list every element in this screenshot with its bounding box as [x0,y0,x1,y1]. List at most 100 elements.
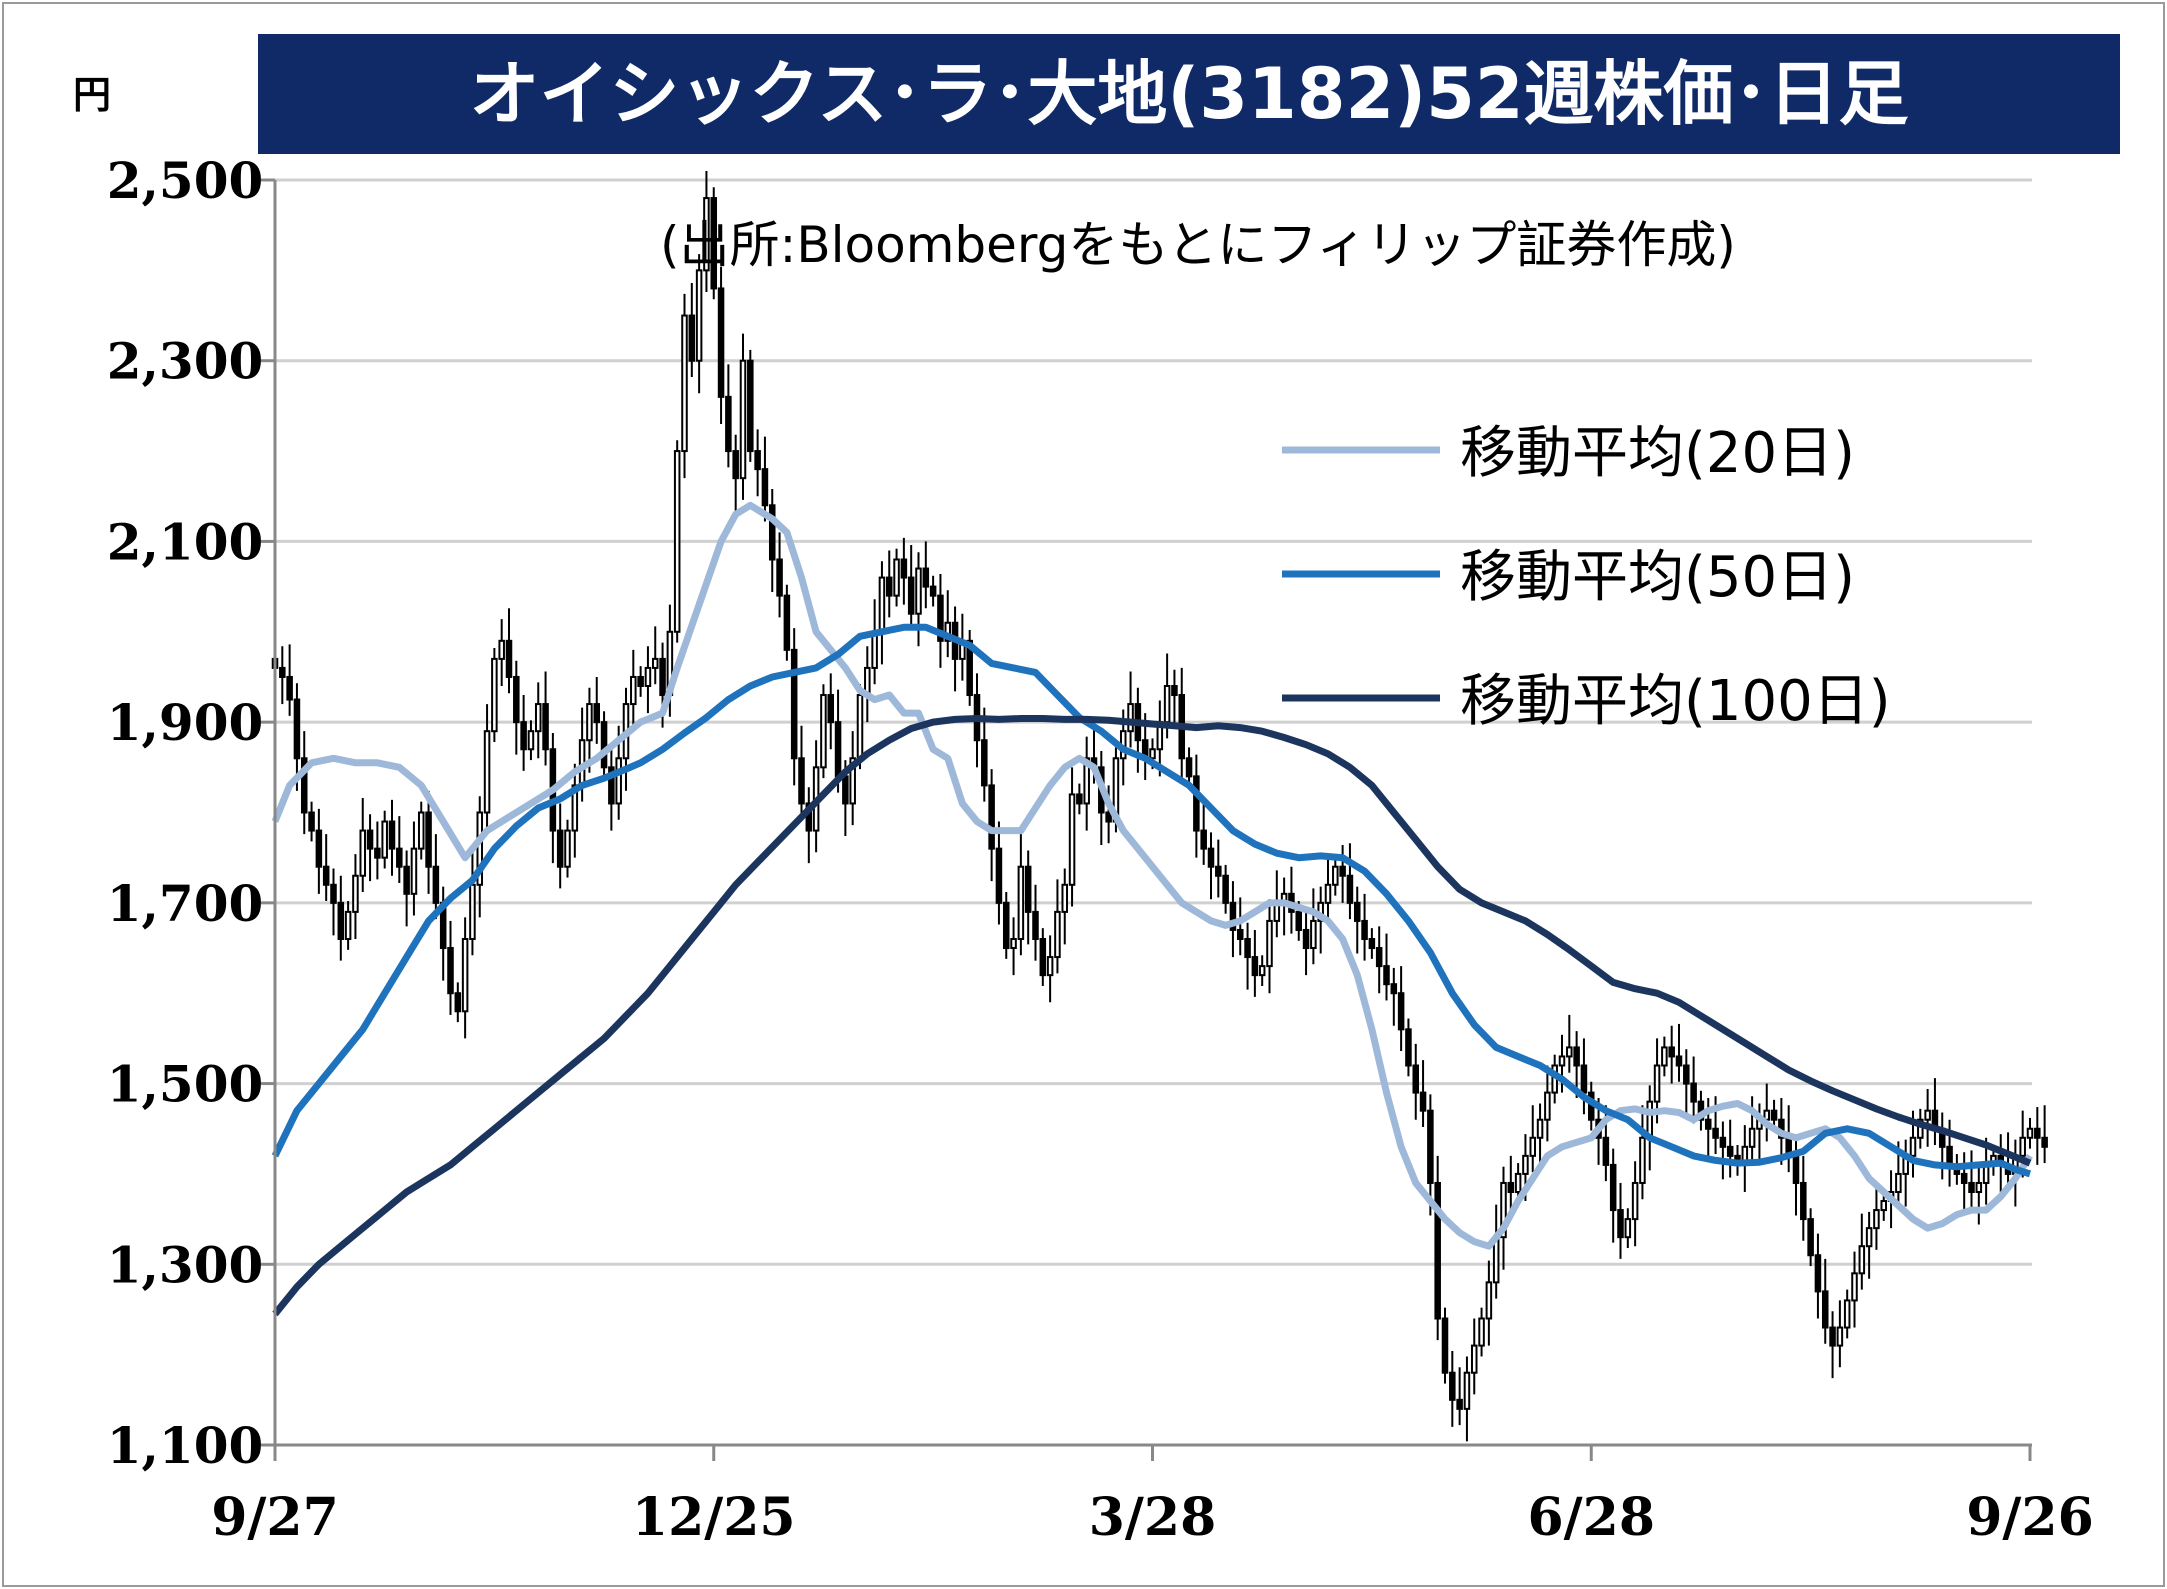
candlestick [1185,747,1193,788]
candle-body [1427,1109,1434,1184]
candlestick [1017,834,1025,956]
candlestick [1449,1351,1456,1427]
candlestick [1485,1260,1493,1346]
candlestick [944,590,952,658]
candle-body [1573,1046,1580,1067]
candle-body [1105,811,1112,823]
candle-body [1302,928,1310,950]
candlestick [1200,798,1207,865]
candle-body [1865,1227,1873,1248]
candlestick [1083,736,1090,831]
candle-body [981,739,988,787]
candlestick [483,704,491,835]
candle-body [1770,1109,1778,1121]
candlestick [608,745,615,831]
candle-body [1193,775,1200,832]
candle-body [827,694,835,724]
y-tick-label: 1,500 [107,1055,264,1114]
legend-label: 移動平均(50日) [1460,545,1855,610]
candle-body [798,757,805,805]
candle-body [1843,1299,1851,1329]
candle-body [929,585,937,597]
candlestick [344,901,352,950]
chart-title: オイシックス･ラ･大地(3182)52週株価･日足 [258,34,2120,154]
candle-body [359,829,367,877]
candle-body [805,802,813,832]
candle-body [644,666,652,688]
candle-body [1631,1181,1639,1221]
tick-labels: 2,500 2,300 2,100 1,900 1,700 1,500 1,300 1,100… [107,151,2094,1548]
candle-body [1800,1181,1807,1221]
candlestick [498,619,505,686]
candlestick [644,646,652,714]
candlestick [1002,892,1010,959]
candle-body [1332,865,1339,886]
candle-body [1076,793,1083,805]
candle-body [878,576,886,633]
candlestick [410,821,418,916]
candlestick [959,613,966,681]
candle-body [1434,1181,1441,1320]
candlestick [1865,1211,1873,1279]
candle-body [739,359,747,480]
candlestick [542,671,549,766]
candlestick [1076,783,1083,815]
candlestick [1807,1208,1814,1267]
candle-body [783,594,791,651]
x-tick-label: 3/28 [1089,1487,1217,1548]
candle-body [1821,1290,1829,1329]
candlestick [1843,1289,1851,1339]
candlestick [1456,1367,1463,1426]
candle-body [1397,992,1405,1031]
candle-body [2019,1136,2026,1157]
candlestick [308,801,315,842]
candle-body [556,829,564,868]
candlestick [1800,1155,1807,1241]
candlestick [981,707,988,802]
candle-body [1873,1209,1880,1230]
candle-body [352,874,359,913]
candlestick [1470,1318,1478,1395]
source-note: (出所:Bloombergをもとにフィリップ証券作成) [660,216,1736,274]
candle-body [2026,1127,2034,1139]
candle-body [600,721,608,769]
candlestick [337,875,345,961]
candle-body [483,730,491,814]
candle-body [1207,847,1215,868]
candle-body [995,847,1003,904]
candle-body [988,784,995,850]
candlestick [388,799,396,876]
candlestick [637,666,644,697]
candlestick [505,608,513,694]
candlestick [1938,1112,1946,1180]
x-tick-label: 9/26 [1966,1487,2094,1548]
candlestick [2041,1105,2048,1164]
candlestick [469,852,476,956]
candlestick [673,440,681,643]
candlestick [907,545,915,630]
moving-averages [271,501,2033,1317]
candlestick [286,644,293,716]
candlestick [476,796,484,918]
candlestick [315,808,323,894]
candle-body [1222,874,1229,904]
candle-body [1251,956,1259,977]
x-tick-label: 6/28 [1527,1487,1655,1548]
candle-body [871,630,878,669]
ma-line-2 [272,715,2032,1317]
candle-body [1851,1272,1858,1302]
candle-body [1002,901,1010,950]
candlestick [747,349,754,462]
candle-body [593,703,601,724]
candlestick [1229,881,1237,958]
y-tick-label: 2,100 [107,512,264,571]
candle-body [1229,901,1237,931]
candlestick [790,628,798,786]
candle-body [1704,1118,1712,1130]
candlestick [922,541,930,609]
candle-body [498,639,505,660]
candle-body [1500,1181,1507,1239]
candle-body [608,766,615,805]
candle-body [366,829,374,850]
candle-body [1046,956,1054,977]
